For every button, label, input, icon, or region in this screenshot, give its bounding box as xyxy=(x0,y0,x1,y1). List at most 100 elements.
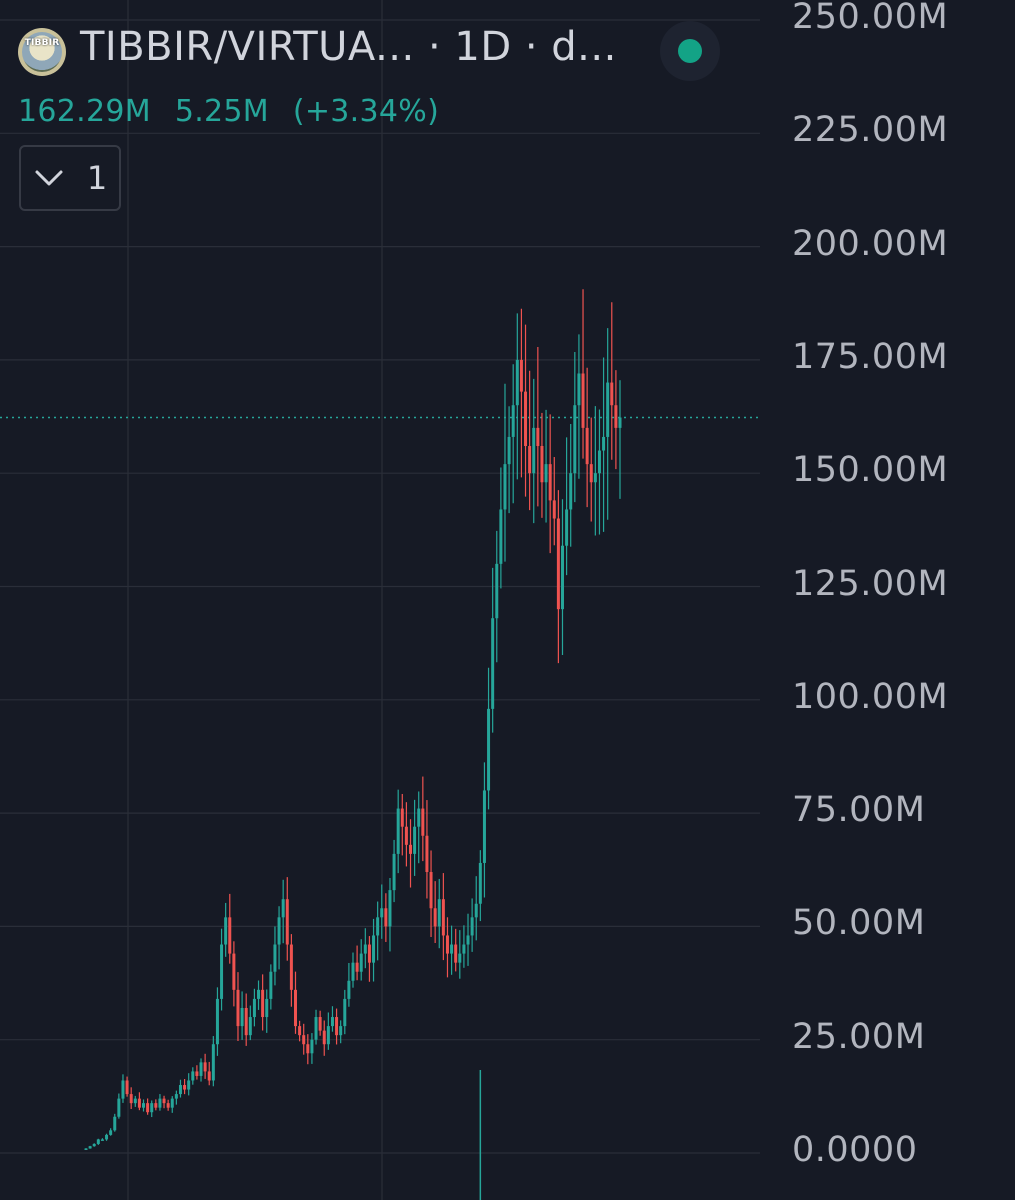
token-avatar: TIBBIR xyxy=(18,28,66,76)
candle-body xyxy=(593,473,597,483)
candle-body xyxy=(495,563,499,619)
candle-body xyxy=(400,808,404,827)
candle-body xyxy=(606,382,610,437)
candle-body xyxy=(207,1071,211,1081)
candle-body xyxy=(507,436,511,465)
status-dot-icon xyxy=(678,39,702,63)
candle-body xyxy=(84,1148,88,1150)
market-status[interactable] xyxy=(660,21,720,81)
candle-body xyxy=(285,899,289,945)
candle-body xyxy=(244,1007,248,1036)
candle-body xyxy=(569,473,573,510)
candle-body xyxy=(265,998,269,1018)
candle-body xyxy=(552,500,556,519)
candle-body xyxy=(170,1098,174,1108)
candle-body xyxy=(310,1039,314,1054)
candle-body xyxy=(560,545,564,610)
y-tick-label: 25.00M xyxy=(792,1016,926,1057)
y-tick-label: 200.00M xyxy=(792,223,949,264)
candle-body xyxy=(150,1103,154,1113)
candle-body xyxy=(470,917,474,936)
candle-body xyxy=(581,373,585,428)
candle-body xyxy=(199,1062,203,1076)
candle-body xyxy=(228,917,232,954)
candle-body xyxy=(519,359,523,392)
candle-body xyxy=(450,944,454,954)
price-row: 162.29M 5.25M (+3.34%) xyxy=(18,94,453,129)
candle-body xyxy=(409,844,413,854)
candle-body xyxy=(359,953,363,972)
price-change: 5.25M xyxy=(174,94,269,129)
candle-body xyxy=(281,899,285,918)
candle-body xyxy=(614,405,618,428)
candle-body xyxy=(125,1080,129,1095)
candle-body xyxy=(339,1026,343,1036)
candle-body xyxy=(355,962,359,972)
candle-body xyxy=(261,989,265,1018)
y-tick-label: 75.00M xyxy=(792,790,926,831)
candle-body xyxy=(372,935,376,963)
candle-body xyxy=(347,980,351,999)
candle-body xyxy=(441,899,445,936)
candle-body xyxy=(302,1035,306,1045)
candle-body xyxy=(252,998,256,1018)
candle-body xyxy=(577,373,581,406)
candle-body xyxy=(330,1017,334,1027)
candle-body xyxy=(491,618,495,709)
candle-body xyxy=(602,436,606,451)
candle-body xyxy=(618,417,622,428)
candle-body xyxy=(298,1026,302,1036)
candle-body xyxy=(137,1098,141,1108)
candle-body xyxy=(289,944,293,990)
candle-body xyxy=(162,1098,166,1104)
candle-body xyxy=(224,917,228,945)
y-tick-label: 100.00M xyxy=(792,676,949,717)
candle-body xyxy=(544,464,548,483)
candle-body xyxy=(421,808,425,836)
candle-body xyxy=(158,1098,162,1108)
candle-body xyxy=(273,944,277,972)
candle-body xyxy=(445,935,449,954)
candle-body xyxy=(511,405,515,437)
candle-body xyxy=(133,1098,137,1104)
candle-body xyxy=(413,826,417,854)
candle-body xyxy=(88,1146,92,1149)
candle-body xyxy=(532,427,536,474)
candle-body xyxy=(433,908,437,927)
candle-body xyxy=(376,917,380,936)
candle-body xyxy=(318,1017,322,1031)
candle-body xyxy=(540,446,544,483)
candle-body xyxy=(343,998,347,1027)
candle-body xyxy=(236,989,240,1027)
candle-body xyxy=(191,1071,195,1081)
candle-body xyxy=(565,509,569,546)
candle-body xyxy=(240,1007,244,1027)
candle-body xyxy=(367,944,371,963)
candle-body xyxy=(183,1085,187,1090)
candle-body xyxy=(187,1080,191,1090)
candle-body xyxy=(503,464,507,510)
chevron-down-icon xyxy=(35,170,63,186)
symbol-title[interactable]: TIBBIR/VIRTUA... · 1D · d... xyxy=(80,24,617,70)
y-tick-label: 250.00M xyxy=(792,0,949,37)
candle-body xyxy=(487,708,491,791)
candle-body xyxy=(417,808,421,827)
candle-body xyxy=(384,908,388,927)
candle-body xyxy=(429,872,433,909)
candle-body xyxy=(466,935,470,945)
candle-body xyxy=(121,1080,125,1099)
candle-body xyxy=(174,1094,178,1099)
candle-body xyxy=(380,908,384,918)
indicators-toggle-button[interactable]: 1 xyxy=(19,145,121,211)
candle-body xyxy=(178,1085,182,1095)
candle-body xyxy=(478,862,482,904)
candle-body xyxy=(117,1098,121,1117)
candle-body xyxy=(277,917,281,945)
y-tick-label: 175.00M xyxy=(792,336,949,377)
candle-body xyxy=(585,427,589,465)
candle-body xyxy=(248,1017,252,1036)
candle-body xyxy=(203,1062,207,1072)
price-change-pct: (+3.34%) xyxy=(292,94,440,129)
candle-body xyxy=(322,1030,326,1045)
